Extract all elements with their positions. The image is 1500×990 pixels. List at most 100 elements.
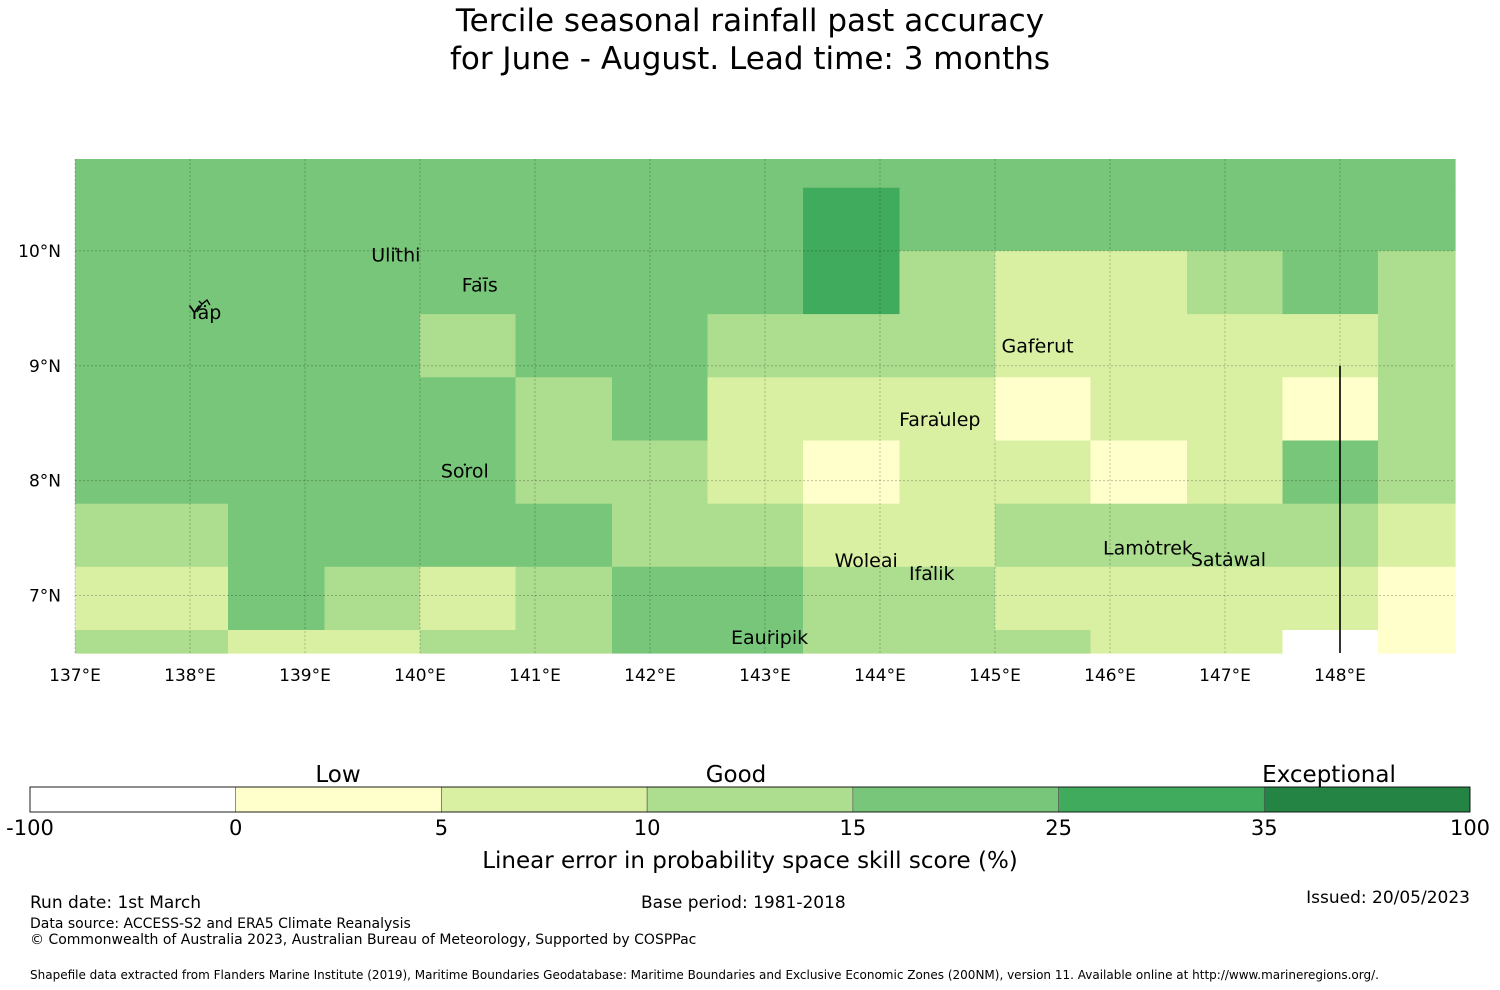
skill-cell <box>995 566 1092 631</box>
skill-cell <box>324 159 421 189</box>
skill-cell <box>1090 187 1188 252</box>
skill-cell <box>1282 314 1379 378</box>
island-dot <box>478 277 481 280</box>
colorbar-title: Linear error in probability space skill … <box>482 848 1018 874</box>
skill-cell <box>228 503 326 568</box>
island-label: Woleai <box>835 550 898 572</box>
skill-cell <box>612 630 709 654</box>
skill-cell <box>75 566 134 631</box>
skill-cell <box>132 440 229 505</box>
colorbar-tick-label: 35 <box>1251 816 1278 840</box>
island-dot <box>938 411 941 414</box>
skill-cell <box>1378 187 1456 252</box>
island-label: Satawal <box>1191 549 1266 571</box>
skill-cell <box>612 566 709 631</box>
island-label: Faraulep <box>899 409 980 431</box>
skill-cell <box>1282 440 1379 505</box>
skill-cell <box>75 503 134 568</box>
skill-cell <box>324 503 421 568</box>
colorbar-category-label: Exceptional <box>1262 762 1396 788</box>
axis-tick-labels: 137°E 138°E 139°E 140°E 141°E 142°E 143°E 144°E… <box>18 242 1366 686</box>
skill-cell <box>75 250 134 315</box>
skill-cell <box>612 250 709 315</box>
skill-cell <box>1090 159 1188 189</box>
skill-cell <box>132 630 229 654</box>
skill-cell <box>420 250 517 315</box>
skill-cell <box>1090 440 1188 505</box>
x-tick-label: 148°E <box>1314 666 1366 686</box>
skill-cell <box>612 314 709 378</box>
y-tick-label: 9°N <box>29 357 61 377</box>
skill-cell <box>515 377 613 442</box>
skill-cell <box>75 377 134 442</box>
x-tick-label: 138°E <box>164 666 216 686</box>
skill-cell <box>132 566 229 631</box>
island-label: Yap <box>188 302 222 324</box>
skill-cell <box>228 159 326 189</box>
colorbar-swatch <box>29 786 237 813</box>
island-dot <box>865 553 868 556</box>
island-label: Ifalik <box>909 563 955 585</box>
skill-cell <box>1090 314 1188 378</box>
title-line-1: Tercile seasonal rainfall past accuracy <box>455 3 1045 39</box>
skill-cell <box>803 314 901 378</box>
skill-cell <box>228 250 326 315</box>
skill-cell <box>1090 377 1188 442</box>
skill-cell <box>515 630 613 654</box>
island-dot <box>1227 551 1230 555</box>
skill-cell <box>899 187 996 252</box>
skill-cell <box>707 440 804 505</box>
skill-cell <box>899 503 996 568</box>
skill-cell <box>803 377 901 442</box>
skill-cell <box>803 440 901 505</box>
skill-cell <box>995 159 1092 189</box>
x-tick-label: 147°E <box>1199 666 1251 686</box>
shapefile-note: Shapefile data extracted from Flanders M… <box>30 968 1379 982</box>
x-tick-label: 140°E <box>394 666 446 686</box>
colorbar: -100 0 5 10 15 25 35 100 Low Good Exceptional Linea… <box>6 762 1490 874</box>
skill-cell <box>707 250 804 315</box>
skill-cell <box>75 159 134 189</box>
skill-cell <box>612 440 709 505</box>
colorbar-tick-label: 100 <box>1450 816 1490 840</box>
island-label: Sorol <box>441 461 489 483</box>
skill-cell <box>1090 630 1188 654</box>
skill-cell <box>75 440 134 505</box>
title-line-2: for June - August. Lead time: 3 months <box>449 41 1051 77</box>
data-source: Data source: ACCESS-S2 and ERA5 Climate … <box>30 916 411 932</box>
skill-cell <box>707 377 804 442</box>
colorbar-frame <box>29 786 1471 813</box>
skill-cell <box>420 159 517 189</box>
skill-cell <box>1282 377 1379 442</box>
skill-cell <box>1378 314 1456 378</box>
island-dot <box>1036 338 1039 341</box>
skill-cell <box>324 566 421 631</box>
skill-cell <box>803 630 901 654</box>
skill-cell <box>612 159 709 189</box>
skill-cell <box>420 314 517 378</box>
skill-cell <box>995 377 1092 442</box>
copyright-notice: © Commonwealth of Australia 2023, Austra… <box>30 932 697 948</box>
skill-cell <box>1282 159 1379 189</box>
skill-cell <box>1378 503 1456 568</box>
skill-cell <box>803 159 901 189</box>
skill-cell <box>420 630 517 654</box>
skill-cell <box>132 377 229 442</box>
island-label: Lamotrek <box>1103 538 1193 560</box>
skill-cell <box>899 377 996 442</box>
x-tick-label: 141°E <box>509 666 561 686</box>
skill-cell <box>995 314 1092 378</box>
skill-cell <box>1378 250 1456 315</box>
colorbar-tick-label: 5 <box>435 816 448 840</box>
skill-cell <box>228 377 326 442</box>
skill-cell <box>1282 187 1379 252</box>
x-tick-label: 137°E <box>49 666 101 686</box>
skill-cell <box>1090 503 1188 568</box>
skill-cell <box>995 630 1092 654</box>
colorbar-swatch <box>1058 786 1265 813</box>
skill-cell <box>1187 503 1284 568</box>
skill-cell <box>1187 377 1284 442</box>
skill-cell <box>324 187 421 252</box>
skill-cell <box>899 314 996 378</box>
